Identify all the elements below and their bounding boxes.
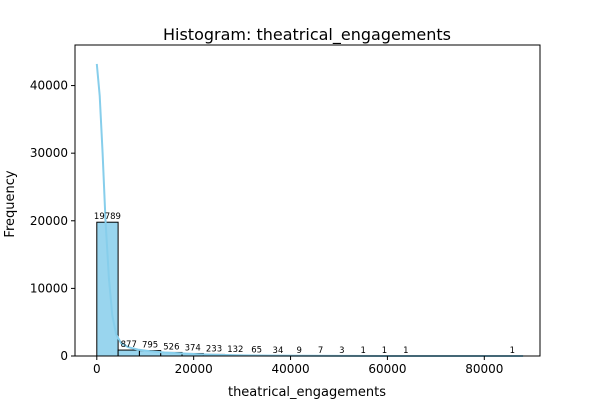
bars-group — [96, 221, 524, 357]
histogram-bar — [117, 349, 140, 357]
y-tick-label: 10000 — [30, 281, 68, 295]
chart-title: Histogram: theatrical_engagements — [163, 25, 451, 45]
bar-value-label: 1 — [403, 346, 408, 356]
x-axis-label: theatrical_engagements — [228, 385, 386, 400]
kde-line — [95, 63, 524, 357]
bar-value-label: 233 — [206, 344, 222, 354]
bar-value-label: 1 — [360, 346, 365, 356]
y-axis-ticks: 0 10000 20000 30000 40000 — [30, 79, 75, 363]
bar-value-label: 7 — [318, 346, 323, 356]
bar-value-label: 65 — [251, 346, 262, 356]
x-tick-label: 80000 — [465, 362, 503, 376]
y-tick-label: 40000 — [30, 79, 68, 93]
bar-value-label: 3 — [339, 346, 344, 356]
bar-value-label: 374 — [185, 343, 201, 353]
y-tick-label: 30000 — [30, 146, 68, 160]
bar-value-label: 19789 — [94, 212, 121, 222]
bar-value-label: 9 — [297, 346, 302, 356]
x-axis-ticks: 0 20000 40000 60000 80000 — [93, 356, 503, 376]
bar-value-label: 34 — [273, 346, 284, 356]
bar-value-label: 877 — [121, 340, 137, 350]
bar-value-label: 795 — [142, 341, 158, 351]
y-tick-label: 0 — [60, 349, 68, 363]
plot-frame — [74, 44, 541, 357]
bar-value-label: 526 — [163, 342, 179, 352]
bar-value-label: 1 — [382, 346, 387, 356]
bar-value-label: 132 — [227, 345, 243, 355]
bar-value-label: 1 — [510, 346, 515, 356]
y-axis-label: Frequency — [3, 170, 18, 237]
x-tick-label: 20000 — [175, 362, 213, 376]
x-tick-label: 60000 — [368, 362, 406, 376]
x-tick-label: 40000 — [271, 362, 309, 376]
x-tick-label: 0 — [93, 362, 101, 376]
y-tick-label: 20000 — [30, 214, 68, 228]
bar-labels-group: 19789 877 795 526 374 233 132 65 34 9 7 3 1 1 1 1 — [94, 212, 515, 356]
kde-group — [95, 63, 524, 357]
